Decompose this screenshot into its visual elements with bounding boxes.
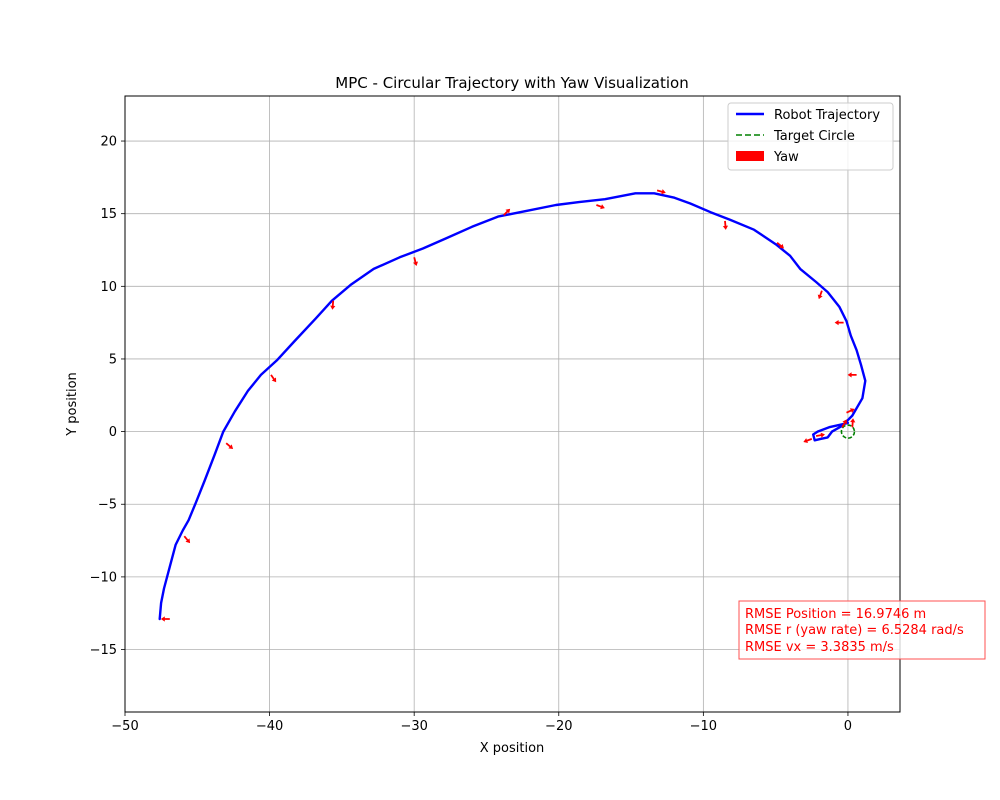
yaw-arrow-shape bbox=[160, 616, 170, 622]
yaw-arrow-shape bbox=[850, 418, 856, 428]
yaw-arrow-shape bbox=[183, 535, 191, 544]
y-tick-label: 10 bbox=[100, 280, 117, 295]
rmse-vx-text: RMSE vx = 3.3835 m/s bbox=[745, 640, 894, 655]
x-axis-label: X position bbox=[480, 741, 545, 756]
yaw-arrow-shape bbox=[847, 372, 857, 378]
yaw-arrow bbox=[846, 408, 855, 414]
yaw-arrow bbox=[834, 320, 844, 326]
legend-label-robot-trajectory: Robot Trajectory bbox=[774, 108, 880, 123]
y-tick-label: 20 bbox=[100, 135, 117, 150]
yaw-arrow bbox=[330, 300, 336, 310]
rmse-position-text: RMSE Position = 16.9746 m bbox=[745, 607, 926, 622]
y-tick-label: −10 bbox=[90, 570, 117, 585]
y-tick-label: −5 bbox=[98, 498, 117, 513]
yaw-arrow-shape bbox=[270, 374, 277, 383]
yaw-arrow-shape bbox=[776, 242, 784, 249]
legend-label-yaw: Yaw bbox=[773, 150, 799, 165]
yaw-arrow bbox=[656, 189, 666, 195]
chart-title: MPC - Circular Trajectory with Yaw Visua… bbox=[335, 74, 688, 92]
yaw-arrow-shape bbox=[846, 408, 855, 414]
yaw-arrow bbox=[225, 442, 234, 449]
rmse-annotation-box bbox=[738, 600, 986, 660]
yaw-arrow-shape bbox=[803, 438, 813, 444]
x-tick-label: −10 bbox=[690, 719, 717, 734]
y-tick-label: −15 bbox=[90, 643, 117, 658]
yaw-arrow-shape bbox=[834, 320, 844, 326]
yaw-arrow bbox=[803, 438, 813, 444]
plot-frame bbox=[124, 95, 901, 713]
yaw-arrow-shape bbox=[225, 442, 234, 449]
yaw-arrow-shape bbox=[841, 419, 847, 428]
x-tick-label: −50 bbox=[111, 719, 138, 734]
x-tick-label: −40 bbox=[256, 719, 283, 734]
yaw-arrow bbox=[776, 242, 784, 249]
yaw-arrow bbox=[160, 616, 170, 622]
yaw-arrow-shape bbox=[656, 189, 666, 195]
target-circle bbox=[840, 424, 856, 439]
x-tick-label: 0 bbox=[844, 719, 852, 734]
yaw-arrow bbox=[412, 257, 419, 266]
yaw-arrow bbox=[183, 535, 191, 544]
yaw-arrow bbox=[817, 290, 823, 300]
yaw-arrow-shape bbox=[815, 432, 825, 438]
yaw-arrow bbox=[841, 419, 847, 428]
legend-swatch-yaw bbox=[736, 151, 764, 161]
yaw-arrow bbox=[503, 208, 511, 216]
yaw-arrow bbox=[270, 374, 277, 383]
yaw-arrow-shape bbox=[330, 300, 336, 310]
legend: Robot Trajectory Target Circle Yaw bbox=[727, 102, 894, 171]
rmse-yaw-rate-text: RMSE r (yaw rate) = 6.5284 rad/s bbox=[745, 623, 964, 638]
y-axis-label: Y position bbox=[65, 372, 80, 437]
y-tick-label: 15 bbox=[100, 207, 117, 222]
x-tick-label: −20 bbox=[545, 719, 572, 734]
yaw-arrow-shape bbox=[596, 204, 605, 210]
yaw-arrow bbox=[850, 418, 856, 428]
yaw-arrow bbox=[847, 372, 857, 378]
y-tick-label: 5 bbox=[109, 352, 117, 367]
yaw-arrow bbox=[722, 220, 729, 230]
legend-label-target-circle: Target Circle bbox=[773, 129, 855, 144]
plot-area bbox=[158, 189, 867, 622]
yaw-arrow bbox=[596, 204, 605, 210]
rmse-annotation: RMSE Position = 16.9746 m RMSE r (yaw ra… bbox=[738, 600, 986, 660]
x-tick-label: −30 bbox=[400, 719, 427, 734]
y-tick-label: 0 bbox=[109, 425, 117, 440]
yaw-arrow-shape bbox=[722, 220, 729, 230]
yaw-arrow-shape bbox=[412, 257, 419, 266]
yaw-arrow-shape bbox=[503, 208, 511, 216]
yaw-arrow-shape bbox=[817, 290, 823, 300]
yaw-arrow bbox=[815, 432, 825, 438]
legend-box bbox=[727, 102, 894, 171]
robot-trajectory-line bbox=[158, 192, 867, 621]
